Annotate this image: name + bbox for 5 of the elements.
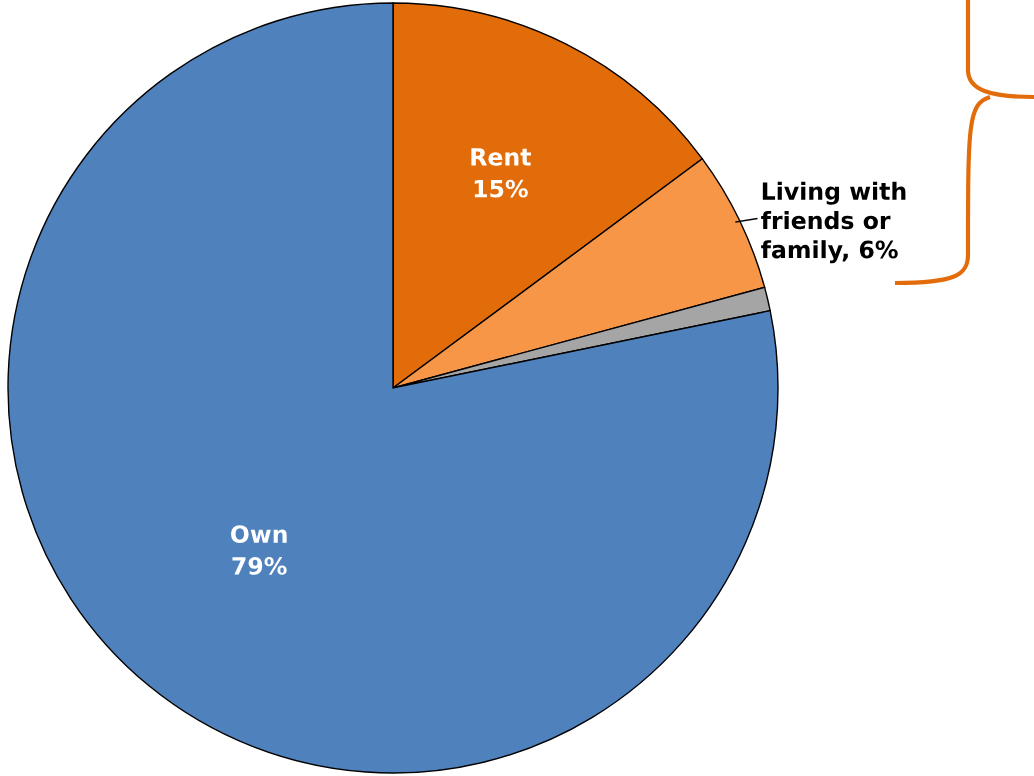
slice-label: Own bbox=[230, 525, 287, 544]
slice-label: Rent bbox=[471, 148, 531, 166]
data-label: 79% bbox=[232, 556, 287, 575]
data-label: 15% bbox=[474, 179, 528, 198]
slice-label: Living with friends or family, 6% bbox=[761, 181, 906, 264]
